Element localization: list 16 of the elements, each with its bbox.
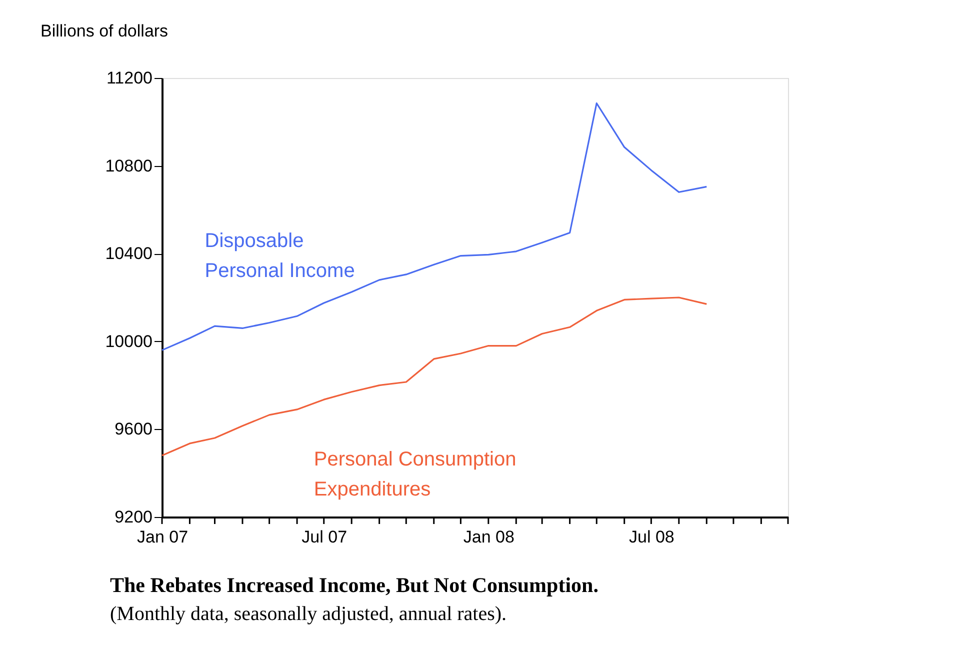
text: The Rebates Increased Income, But Not Consumption. <box>110 573 598 597</box>
x-tick-label: Jan 08 <box>463 528 514 546</box>
series-label: Disposable Personal Income <box>204 230 355 282</box>
text: Personal Consumption Expenditures <box>314 448 516 501</box>
y-tick-label: 9200 <box>114 508 152 526</box>
text: (Monthly data, seasonally adjusted, annual rates). <box>110 603 507 625</box>
y-axis-title: Billions of dollars <box>40 22 168 40</box>
x-tick-label: Jul 07 <box>302 528 348 546</box>
y-tick-label: 10400 <box>105 244 152 264</box>
y-tick-label: 11200 <box>106 68 152 88</box>
x-tick-label: Jan 07 <box>136 528 188 546</box>
x-tick-label: Jul 08 <box>628 528 674 546</box>
line-series <box>161 102 708 351</box>
y-tick-label: 10800 <box>105 156 152 176</box>
y-tick-label: 9600 <box>114 420 152 439</box>
y-tick-label: 10000 <box>105 332 152 351</box>
